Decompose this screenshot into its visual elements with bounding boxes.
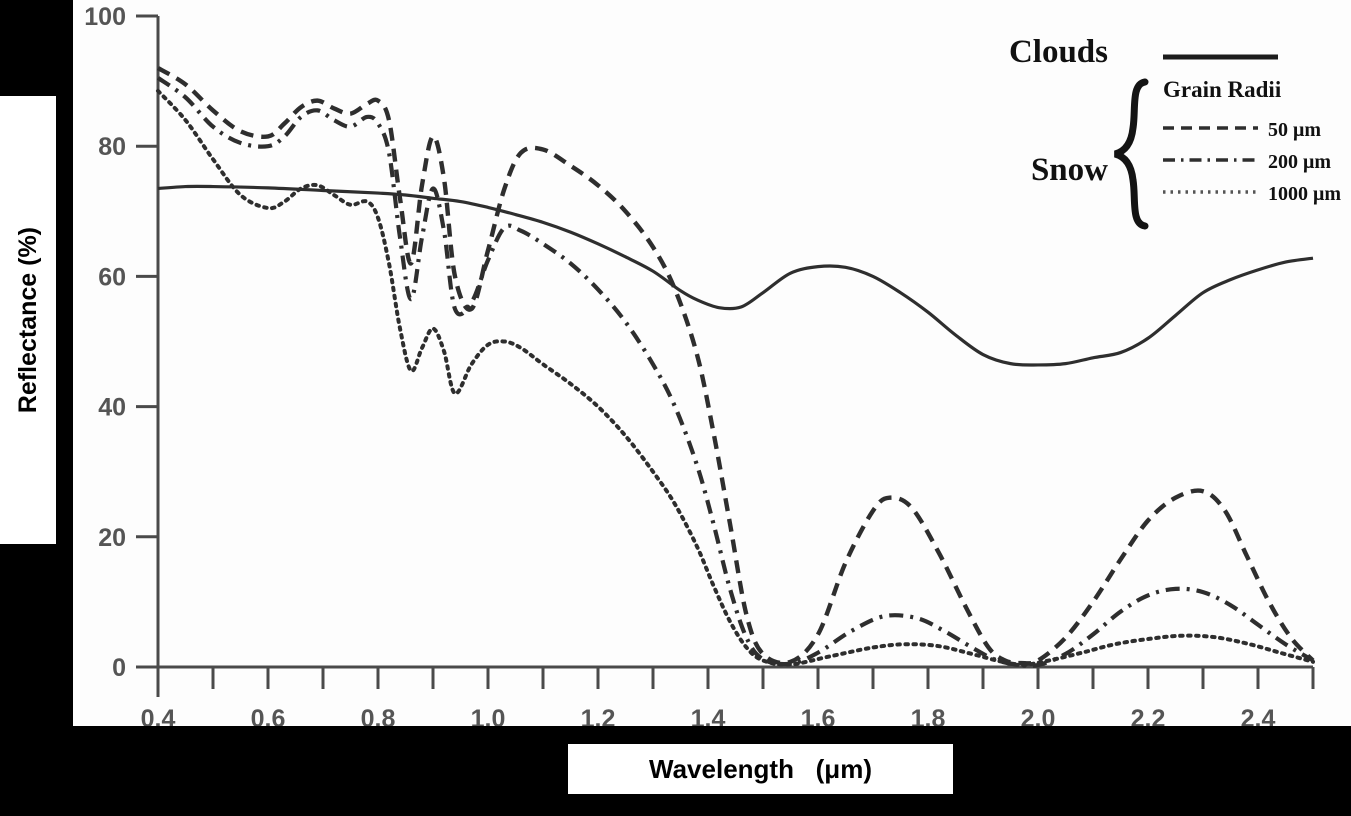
legend-entry-1000um: 1000 μm — [1268, 183, 1341, 205]
x-tick-label: 0.8 — [361, 705, 396, 726]
series-line — [156, 66, 1315, 666]
y-axis-label: Reflectance (%) — [13, 226, 42, 414]
legend-entry-50um: 50 μm — [1268, 119, 1321, 141]
series-line — [156, 76, 1315, 668]
y-tick-label: 0 — [112, 654, 126, 682]
legend-brace-icon — [1113, 78, 1149, 230]
series-line — [157, 184, 1314, 367]
y-axis-ticks — [136, 14, 158, 669]
x-tick-label: 1.4 — [691, 705, 726, 726]
x-tick-label: 1.6 — [801, 705, 836, 726]
x-tick-label: 1.2 — [581, 705, 616, 726]
legend-entry-200um: 200 μm — [1268, 151, 1331, 173]
chart-legend: Clouds Snow Grain Radii 50 μm 200 μm 100… — [1009, 34, 1341, 230]
y-tick-label: 40 — [98, 394, 126, 422]
x-axis-label: Wavelength (μm) — [649, 753, 872, 784]
x-tick-label: 0.4 — [141, 705, 176, 726]
legend-clouds-label: Clouds — [1009, 34, 1108, 70]
x-tick-label: 1.0 — [471, 705, 506, 726]
x-axis-label-box: Wavelength (μm) — [568, 744, 953, 794]
plot-canvas: 0 20 40 60 80 100 0.4 0.6 0.8 1.0 1.2 1.4 1.6 1.8 2.0… — [73, 0, 1351, 726]
x-axis-tick-labels: 0.4 0.6 0.8 1.0 1.2 1.4 1.6 1.8 2.0 2.2 2.4 — [141, 705, 1276, 726]
y-tick-label: 100 — [84, 3, 126, 31]
y-tick-label: 80 — [98, 133, 126, 161]
y-axis-tick-labels: 0 20 40 60 80 100 — [84, 3, 126, 682]
data-curves — [156, 66, 1315, 668]
x-tick-label: 1.8 — [911, 705, 946, 726]
reflectance-spectra-chart: 0 20 40 60 80 100 0.4 0.6 0.8 1.0 1.2 1.4 1.6 1.8 2.0… — [84, 3, 1341, 726]
series-line — [156, 88, 1315, 668]
y-tick-label: 20 — [98, 524, 126, 552]
x-tick-label: 0.6 — [251, 705, 286, 726]
y-axis-label-box: Reflectance (%) — [0, 96, 56, 544]
x-tick-label: 2.4 — [1241, 705, 1276, 726]
legend-grain-radii-header: Grain Radii — [1163, 77, 1282, 102]
x-tick-label: 2.0 — [1021, 705, 1056, 726]
x-axis-ticks — [156, 649, 1315, 697]
y-tick-label: 60 — [98, 263, 126, 291]
x-tick-label: 2.2 — [1131, 705, 1166, 726]
legend-snow-label: Snow — [1031, 152, 1108, 188]
axes — [156, 16, 1313, 669]
